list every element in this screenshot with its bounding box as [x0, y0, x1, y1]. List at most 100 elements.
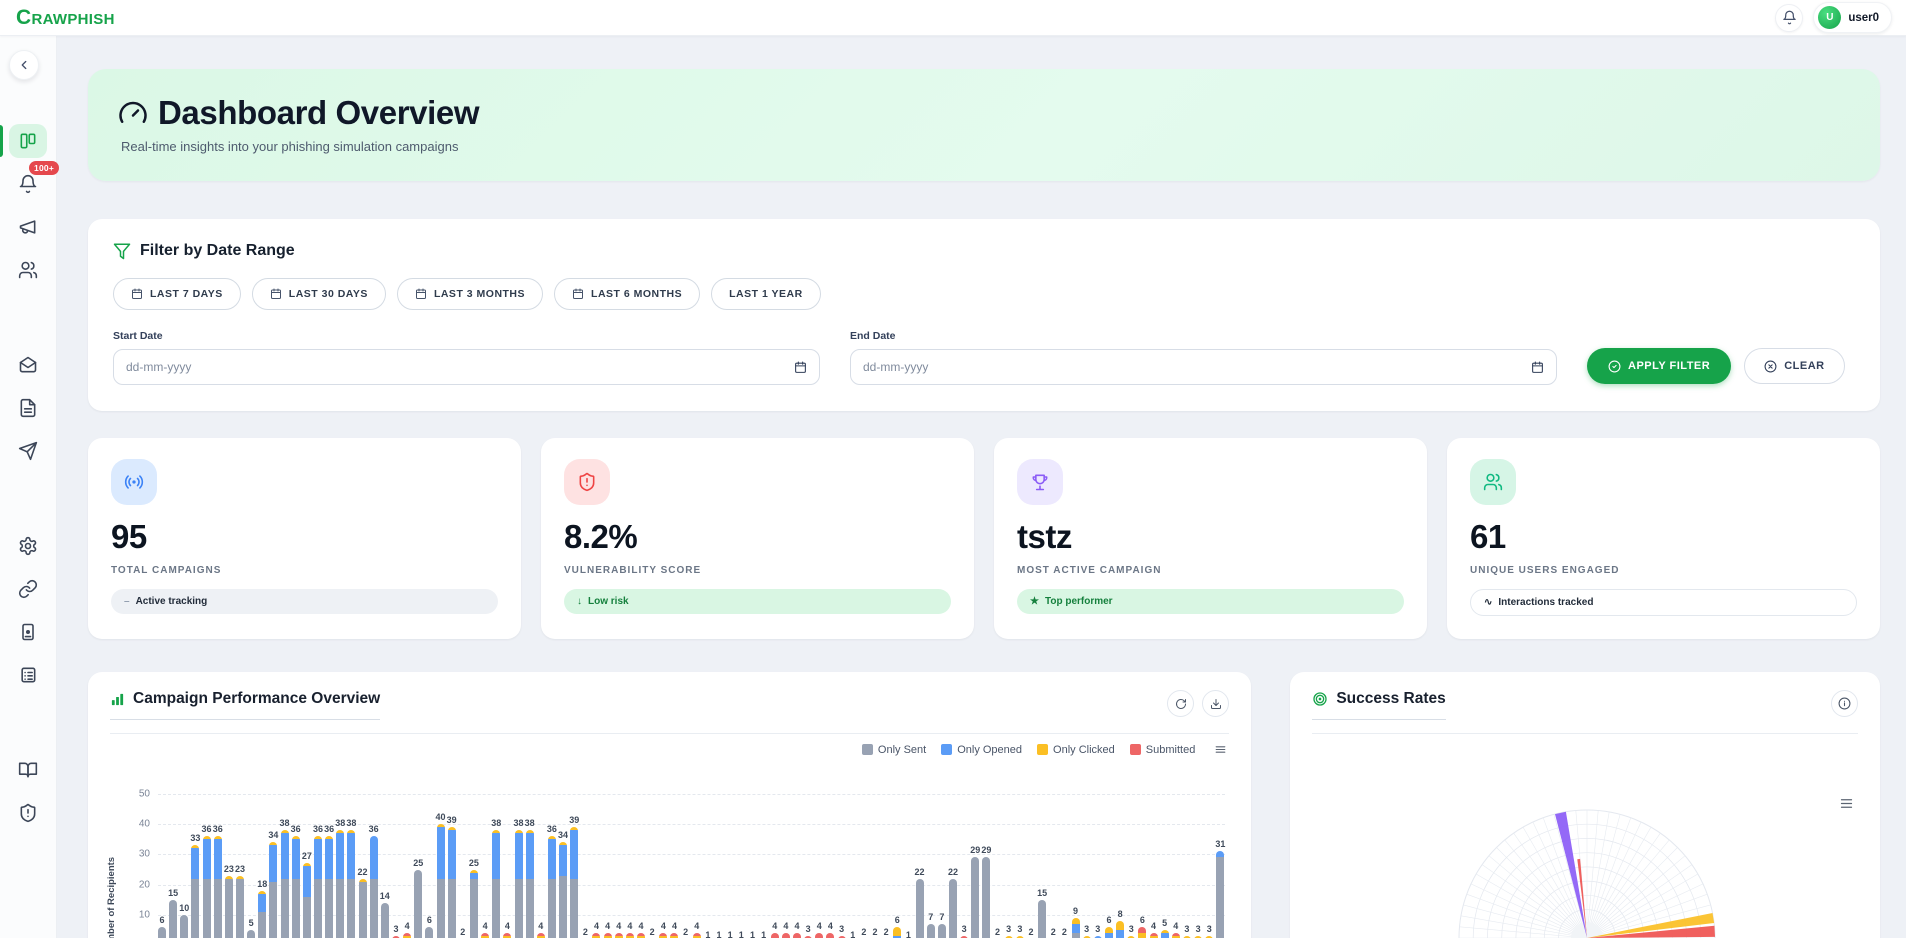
- bar-value-label: 6: [159, 914, 165, 925]
- bar-value-label: 2: [582, 926, 588, 937]
- target-icon: [1312, 691, 1328, 707]
- bar: 3: [837, 924, 846, 938]
- info-button[interactable]: [1831, 690, 1858, 717]
- clear-filter-button[interactable]: CLEAR: [1744, 348, 1845, 384]
- download-chart-button[interactable]: [1202, 690, 1230, 717]
- bar-value-label: 1: [716, 929, 722, 938]
- sidebar-item-shield-alert[interactable]: [9, 796, 47, 830]
- start-date-field-group: Start Date dd-mm-yyyy: [113, 330, 820, 385]
- sidebar-collapse-button[interactable]: [9, 50, 39, 80]
- chart-menu-icon[interactable]: [1839, 796, 1854, 811]
- bar-value-label: 4: [794, 920, 800, 931]
- date-picker-icon[interactable]: [1531, 361, 1544, 374]
- page-subtitle: Real-time insights into your phishing si…: [121, 139, 459, 154]
- bar-value-label: 3: [1084, 923, 1090, 934]
- clipboard-list-icon: [18, 665, 38, 685]
- sidebar-item-file-text[interactable]: [9, 391, 47, 425]
- bar-value-label: 9: [1073, 905, 1079, 916]
- bar: 36: [547, 824, 557, 938]
- sidebar-item-users[interactable]: [9, 253, 47, 287]
- bar: 3: [1205, 924, 1214, 938]
- sidebar-item-megaphone[interactable]: [9, 210, 47, 244]
- sidebar-item-mail-open[interactable]: [9, 348, 47, 382]
- mail-open-icon: [18, 355, 38, 375]
- funnel-icon: [113, 242, 131, 260]
- bar-value-label: 4: [816, 920, 822, 931]
- bar-value-label: 4: [660, 920, 666, 931]
- bar-value-label: 38: [279, 818, 290, 829]
- bar-value-label: 3: [805, 923, 811, 934]
- bar-value-label: 3: [1128, 923, 1134, 934]
- bar-value-label: 3: [393, 923, 399, 934]
- start-date-input[interactable]: dd-mm-yyyy: [113, 349, 820, 385]
- bar-value-label: 15: [1037, 887, 1048, 898]
- legend-item-only-opened[interactable]: Only Opened: [941, 744, 1022, 756]
- bar-value-label: 3: [1184, 923, 1190, 934]
- y-tick-label: 40: [138, 818, 150, 830]
- check-circle-icon: [1608, 360, 1621, 373]
- bar-value-label: 38: [335, 818, 346, 829]
- user-menu[interactable]: U user0: [1813, 2, 1892, 33]
- quick-range-button-last-7-days[interactable]: LAST 7 DAYS: [113, 278, 241, 310]
- chart-menu-icon[interactable]: [1214, 743, 1227, 756]
- apply-filter-button[interactable]: APPLY FILTER: [1587, 348, 1732, 384]
- y-tick-label: 50: [138, 788, 150, 800]
- bar-value-label: 6: [1139, 914, 1145, 925]
- bar: 4: [1171, 921, 1180, 938]
- quick-range-button-last-3-months[interactable]: LAST 3 MONTHS: [396, 278, 544, 310]
- bar-value-label: 3: [961, 923, 967, 934]
- quick-range-button-last-30-days[interactable]: LAST 30 DAYS: [251, 278, 386, 310]
- legend-item-only-sent[interactable]: Only Sent: [861, 744, 926, 756]
- sidebar-item-send[interactable]: [9, 434, 47, 468]
- bar-value-label: 22: [947, 866, 958, 877]
- bar-value-label: 27: [301, 851, 312, 862]
- stat-card-most-active-campaign: tstz MOST ACTIVE CAMPAIGN ★ Top performer: [994, 438, 1427, 639]
- legend-item-only-clicked[interactable]: Only Clicked: [1037, 744, 1115, 756]
- bar: 4: [614, 921, 623, 938]
- sidebar-item-clipboard-list[interactable]: [9, 658, 47, 692]
- bar-value-label: 4: [616, 920, 622, 931]
- star-icon: ★: [1030, 596, 1039, 607]
- bar-value-label: 33: [190, 833, 201, 844]
- bar: 25: [413, 858, 423, 938]
- bar-value-label: 4: [772, 920, 778, 931]
- bar: 7: [926, 912, 935, 938]
- bar: 5: [1160, 918, 1169, 938]
- sidebar-item-bell[interactable]: 100+: [9, 161, 59, 201]
- quick-range-button-last-1-year[interactable]: LAST 1 YEAR: [711, 278, 821, 310]
- stat-value: 61: [1470, 518, 1506, 555]
- bar: 3: [1194, 924, 1203, 938]
- bar: 4: [692, 921, 701, 938]
- bar: 38: [346, 818, 356, 938]
- bar-value-label: 36: [290, 824, 301, 835]
- bar: 6: [425, 915, 434, 938]
- sidebar: 100+: [0, 36, 59, 938]
- legend-item-submitted[interactable]: Submitted: [1129, 744, 1195, 756]
- stat-badge: ↓ Low risk: [564, 589, 951, 614]
- bar: 22: [948, 867, 958, 938]
- sidebar-item-gear[interactable]: [9, 529, 47, 563]
- bell-icon: [1782, 10, 1797, 25]
- bar: 4: [793, 921, 802, 938]
- bar: 8: [1116, 909, 1125, 938]
- polar-chart-area: [1312, 734, 1858, 938]
- sidebar-item-dashboard[interactable]: [0, 124, 47, 158]
- sidebar-item-book-open[interactable]: [9, 753, 47, 787]
- bar-value-label: 38: [513, 818, 524, 829]
- bar: 29: [981, 845, 991, 938]
- sidebar-item-id-card[interactable]: [9, 615, 47, 649]
- bar: 34: [558, 830, 568, 938]
- notifications-button[interactable]: [1775, 3, 1804, 32]
- bar: 6: [1104, 915, 1113, 938]
- shield-alert-icon: [577, 472, 597, 492]
- sidebar-item-link[interactable]: [9, 572, 47, 606]
- date-picker-icon[interactable]: [794, 361, 807, 374]
- refresh-chart-button[interactable]: [1167, 690, 1195, 717]
- quick-range-button-last-6-months[interactable]: LAST 6 MONTHS: [554, 278, 701, 310]
- end-date-input[interactable]: dd-mm-yyyy: [850, 349, 1557, 385]
- arrow-down-icon: ↓: [577, 596, 582, 607]
- bar-value-label: 4: [404, 920, 410, 931]
- bar: 15: [168, 888, 178, 938]
- bar: 38: [513, 818, 524, 938]
- gridline: [158, 824, 1226, 826]
